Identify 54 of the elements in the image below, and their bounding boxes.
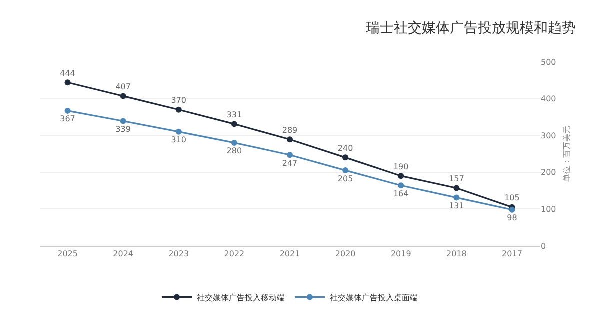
point <box>64 108 71 114</box>
data-label: 98 <box>507 214 518 223</box>
point <box>342 168 349 174</box>
data-label: 407 <box>116 82 131 92</box>
point <box>454 194 460 201</box>
legend-label: 社交媒体广告投入桌面端 <box>330 293 418 302</box>
chart-title: 瑞士社交媒体广告投放规模和趋势 <box>366 20 576 36</box>
point <box>454 185 460 192</box>
legend-label: 社交媒体广告投入移动端 <box>197 293 285 302</box>
point <box>231 121 238 128</box>
point <box>176 128 182 135</box>
data-label: 247 <box>282 158 298 168</box>
data-label: 289 <box>282 126 298 135</box>
point <box>120 93 126 100</box>
point <box>231 140 238 146</box>
data-label: 164 <box>393 189 409 198</box>
x-tick-label: 2017 <box>502 250 522 259</box>
point <box>398 173 404 180</box>
x-tick-label: 2019 <box>390 250 412 259</box>
data-label: 339 <box>116 125 131 134</box>
x-tick-label: 2021 <box>280 250 300 259</box>
data-label: 331 <box>226 110 242 120</box>
data-label: 444 <box>60 68 76 78</box>
x-tick-label: 2024 <box>113 250 134 259</box>
data-label: 310 <box>171 136 187 145</box>
y-tick-label: 400 <box>541 94 556 104</box>
y-tick-label: 100 <box>541 205 556 214</box>
data-label: 205 <box>338 174 354 184</box>
point <box>287 152 293 158</box>
x-tick-label: 2025 <box>58 250 78 259</box>
point <box>120 118 126 124</box>
data-label: 240 <box>338 144 354 153</box>
point <box>64 80 71 86</box>
point <box>342 154 349 161</box>
data-label: 157 <box>449 174 464 184</box>
point <box>509 206 516 213</box>
y-tick-label: 0 <box>541 242 546 251</box>
x-tick-label: 2022 <box>224 250 245 259</box>
data-label: 280 <box>226 146 242 156</box>
x-tick-label: 2020 <box>335 250 356 259</box>
point <box>176 106 182 113</box>
y-tick-label: 500 <box>541 58 556 67</box>
data-label: 370 <box>171 96 187 106</box>
y-tick-label: 200 <box>541 168 556 178</box>
point <box>398 182 404 189</box>
data-label: 190 <box>393 162 409 172</box>
x-tick-label: 2018 <box>446 250 467 259</box>
data-label: 367 <box>60 114 76 124</box>
x-tick-label: 2023 <box>168 250 190 259</box>
y-tick-label: 300 <box>541 131 556 140</box>
y-axis-title: 单位：百万美元 <box>562 126 572 182</box>
data-label: 131 <box>449 202 464 211</box>
point <box>287 136 293 143</box>
data-label: 105 <box>504 194 520 203</box>
